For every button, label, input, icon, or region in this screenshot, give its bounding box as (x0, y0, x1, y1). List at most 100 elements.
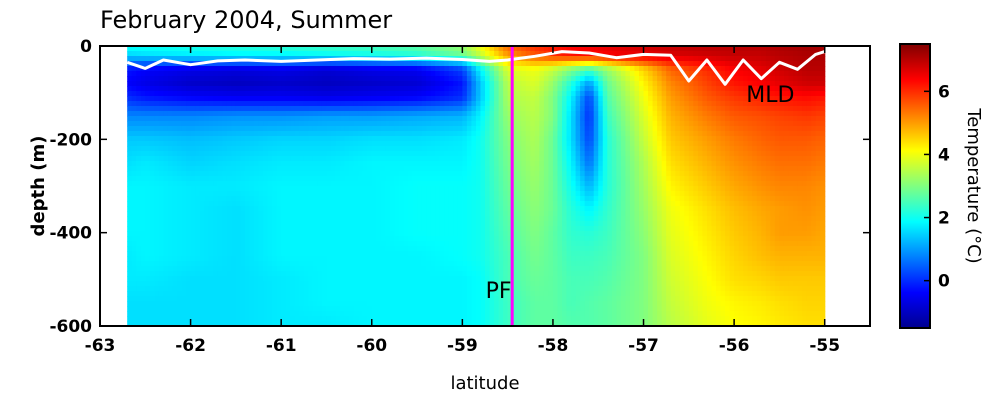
heat-cell (435, 186, 441, 192)
heat-cell (204, 156, 210, 162)
heat-cell (602, 171, 608, 177)
heat-cell (131, 181, 137, 187)
heat-cell (340, 51, 346, 57)
heat-cell (462, 76, 468, 82)
heat-cell (226, 156, 232, 162)
heat-cell (752, 66, 758, 72)
heat-cell (249, 111, 255, 117)
heat-cell (235, 166, 242, 172)
heat-cell (802, 101, 808, 107)
heat-cell (534, 91, 540, 97)
heat-cell (389, 111, 396, 117)
heat-cell (235, 116, 242, 122)
heat-cell (516, 116, 522, 122)
heat-cell (439, 126, 445, 132)
heat-cell (453, 101, 459, 107)
heat-cell (140, 151, 146, 157)
heat-cell (620, 96, 627, 102)
heat-cell (611, 86, 617, 92)
heat-cell (235, 131, 242, 137)
heat-cell (747, 86, 753, 92)
heat-cell (765, 201, 771, 207)
heat-cell (539, 136, 545, 142)
heat-cell (648, 181, 654, 187)
heat-cell (557, 116, 563, 122)
heat-cell (711, 106, 717, 112)
heat-cell (729, 196, 735, 202)
heat-cell (657, 151, 663, 157)
heat-cell (412, 116, 418, 122)
heat-cell (231, 161, 237, 167)
heat-cell (779, 46, 785, 52)
heat-cell (398, 181, 405, 187)
heat-cell (480, 176, 486, 182)
heat-cell (276, 141, 282, 147)
heat-cell (711, 201, 717, 207)
heat-cell (244, 176, 251, 182)
heat-cell (331, 181, 337, 187)
heat-cell (475, 196, 482, 202)
heat-cell (226, 96, 232, 102)
heat-cell (552, 161, 559, 167)
heat-cell (752, 166, 758, 172)
heat-cell (426, 176, 432, 182)
heat-cell (666, 161, 672, 167)
heat-cell (204, 151, 210, 157)
heat-cell (267, 76, 273, 82)
heat-cell (734, 196, 740, 202)
heat-cell (507, 136, 513, 142)
heat-cell (797, 71, 803, 77)
heat-cell (489, 161, 495, 167)
heat-cell (358, 166, 364, 172)
heat-cell (244, 166, 251, 172)
heat-cell (258, 51, 264, 57)
heat-cell (625, 56, 631, 62)
heat-cell (584, 191, 590, 197)
heat-cell (258, 181, 264, 187)
heat-cell (453, 106, 459, 112)
heat-cell (453, 201, 459, 207)
heat-cell (516, 196, 522, 202)
heat-cell (321, 96, 328, 102)
heat-cell (435, 141, 441, 147)
heat-cell (693, 161, 699, 167)
heat-cell (281, 206, 287, 212)
heat-cell (756, 111, 762, 117)
heat-cell (770, 186, 776, 192)
heat-cell (249, 146, 255, 152)
heat-cell (457, 201, 463, 207)
heat-cell (557, 146, 563, 152)
heat-cell (358, 171, 364, 177)
heat-cell (602, 191, 608, 197)
heat-cell (290, 91, 296, 97)
heat-cell (158, 181, 165, 187)
heat-cell (394, 91, 400, 97)
heat-cell (725, 56, 731, 62)
heat-cell (643, 106, 649, 112)
heat-cell (186, 91, 192, 97)
heat-cell (521, 96, 527, 102)
heat-cell (670, 121, 676, 127)
heat-cell (516, 76, 522, 82)
heat-cell (471, 136, 477, 142)
heat-cell (181, 96, 187, 102)
heat-cell (761, 71, 767, 77)
heat-cell (734, 101, 740, 107)
heat-cell (525, 61, 531, 67)
heat-cell (204, 171, 210, 177)
heat-cell (235, 61, 242, 67)
heat-cell (639, 166, 645, 172)
heat-cell (167, 121, 174, 127)
heat-cell (738, 186, 744, 192)
heat-cell (276, 181, 282, 187)
heat-cell (312, 111, 319, 117)
heat-cell (697, 111, 704, 117)
heat-cell (140, 56, 146, 62)
heat-cell (494, 66, 500, 72)
heat-cell (258, 76, 264, 82)
heat-cell (131, 76, 137, 82)
heat-cell (562, 196, 568, 202)
heat-cell (457, 66, 463, 72)
heat-cell (489, 81, 495, 87)
heat-cell (331, 66, 337, 72)
